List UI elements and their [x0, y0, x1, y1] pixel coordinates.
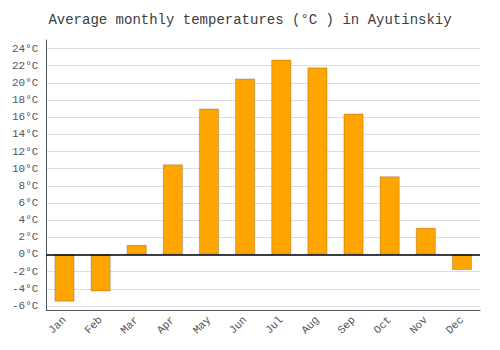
svg-text:Jun: Jun — [227, 314, 249, 336]
svg-text:Aug: Aug — [299, 314, 321, 336]
svg-text:Average monthly temperatures (: Average monthly temperatures (°C ) in Ay… — [48, 12, 451, 28]
svg-text:Sep: Sep — [335, 314, 357, 336]
svg-text:12°C: 12°C — [12, 146, 39, 158]
svg-text:2°C: 2°C — [19, 231, 39, 243]
svg-text:Apr: Apr — [155, 314, 177, 336]
svg-text:0°C: 0°C — [19, 248, 39, 260]
svg-text:Oct: Oct — [371, 314, 393, 336]
svg-text:24°C: 24°C — [12, 43, 39, 55]
svg-text:10°C: 10°C — [12, 163, 39, 175]
svg-text:4°C: 4°C — [19, 214, 39, 226]
svg-text:Dec: Dec — [444, 314, 466, 336]
svg-text:-2°C: -2°C — [12, 266, 39, 278]
svg-text:6°C: 6°C — [19, 197, 39, 209]
svg-text:20°C: 20°C — [12, 77, 39, 89]
svg-text:Jan: Jan — [46, 314, 68, 336]
svg-text:Mar: Mar — [119, 314, 141, 336]
svg-text:22°C: 22°C — [12, 60, 39, 72]
svg-text:18°C: 18°C — [12, 94, 39, 106]
svg-text:Feb: Feb — [82, 314, 104, 336]
svg-text:-4°C: -4°C — [12, 283, 39, 295]
svg-text:8°C: 8°C — [19, 180, 39, 192]
svg-text:Jul: Jul — [263, 314, 285, 336]
svg-text:May: May — [191, 314, 214, 337]
svg-text:Nov: Nov — [408, 314, 431, 337]
svg-text:16°C: 16°C — [12, 111, 39, 123]
svg-text:14°C: 14°C — [12, 128, 39, 140]
svg-text:-6°C: -6°C — [12, 300, 39, 312]
